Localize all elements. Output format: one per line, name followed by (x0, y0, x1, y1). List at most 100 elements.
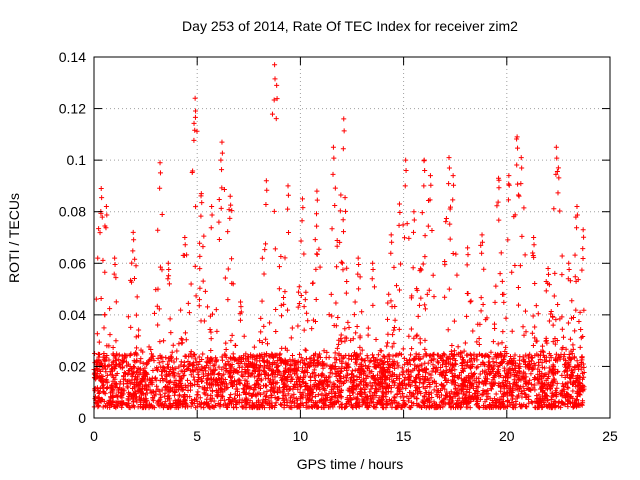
data-point (562, 374, 568, 380)
data-point (133, 263, 139, 269)
data-point (282, 368, 288, 374)
data-point (210, 370, 216, 376)
data-point (476, 351, 482, 357)
data-point (329, 226, 335, 232)
data-point (160, 405, 166, 411)
data-point (544, 386, 550, 392)
data-point (323, 398, 329, 404)
data-point (344, 279, 350, 285)
data-point (303, 399, 309, 405)
data-point (399, 404, 405, 410)
data-point (146, 344, 152, 350)
data-point (385, 370, 391, 376)
data-point (155, 322, 161, 328)
data-point (496, 217, 502, 223)
data-point (362, 357, 368, 363)
data-point (269, 392, 275, 398)
data-point (259, 255, 265, 261)
data-point (134, 358, 140, 364)
data-point (115, 401, 121, 407)
data-point (487, 370, 493, 376)
data-point (440, 368, 446, 374)
data-point (365, 355, 371, 361)
data-point (116, 357, 122, 363)
data-point (405, 398, 411, 404)
data-point (552, 341, 558, 347)
data-point (231, 405, 237, 411)
data-point (482, 378, 488, 384)
data-point (371, 404, 377, 410)
data-point (396, 222, 402, 228)
data-point (550, 363, 556, 369)
data-point (510, 384, 516, 390)
data-point (413, 353, 419, 359)
data-point (205, 377, 211, 383)
data-point (342, 195, 348, 201)
data-point (352, 299, 358, 305)
data-point (573, 397, 579, 403)
data-point (418, 404, 424, 410)
data-point (319, 391, 325, 397)
data-point (543, 393, 549, 399)
data-point (290, 383, 296, 389)
data-point (303, 381, 309, 387)
data-point (154, 364, 160, 370)
data-point (519, 373, 525, 379)
data-point (429, 368, 435, 374)
data-point (470, 328, 476, 334)
data-point (218, 205, 224, 211)
data-point (335, 377, 341, 383)
data-point (276, 286, 282, 292)
data-point (165, 260, 171, 266)
data-point (233, 343, 239, 349)
data-point (450, 251, 456, 257)
data-point (416, 367, 422, 373)
data-point (236, 364, 242, 370)
data-point (278, 254, 284, 260)
data-point (199, 200, 205, 206)
data-point (264, 388, 270, 394)
chart-title: Day 253 of 2014, Rate Of TEC Index for r… (182, 18, 518, 34)
data-point (551, 206, 557, 212)
data-point (362, 386, 368, 392)
data-point (356, 286, 362, 292)
data-point (370, 373, 376, 379)
data-point (495, 199, 501, 205)
data-point (221, 186, 227, 192)
data-point (133, 334, 139, 340)
data-point (295, 365, 301, 371)
data-point (285, 206, 291, 212)
data-point (370, 266, 376, 272)
data-point (534, 393, 540, 399)
data-point (339, 404, 345, 410)
data-point (100, 366, 106, 372)
data-point (548, 311, 554, 317)
data-point (282, 393, 288, 399)
data-point (412, 356, 418, 362)
data-point (138, 366, 144, 372)
data-point (491, 375, 497, 381)
data-point (406, 235, 412, 241)
data-point (421, 183, 427, 189)
data-point (509, 269, 515, 275)
data-point (198, 213, 204, 219)
data-point (192, 356, 198, 362)
data-point (353, 330, 359, 336)
data-point (282, 255, 288, 261)
data-point (267, 405, 273, 411)
data-point (199, 400, 205, 406)
data-point (495, 354, 501, 360)
data-point (186, 353, 192, 359)
data-point (450, 197, 456, 203)
data-point (125, 371, 131, 377)
data-point (205, 355, 211, 361)
data-point (575, 277, 581, 283)
data-point (423, 352, 429, 358)
data-point (348, 396, 354, 402)
data-point (107, 404, 113, 410)
data-point (218, 157, 224, 163)
data-point (242, 371, 248, 377)
data-point (425, 223, 431, 229)
data-point (133, 350, 139, 356)
data-point (380, 397, 386, 403)
